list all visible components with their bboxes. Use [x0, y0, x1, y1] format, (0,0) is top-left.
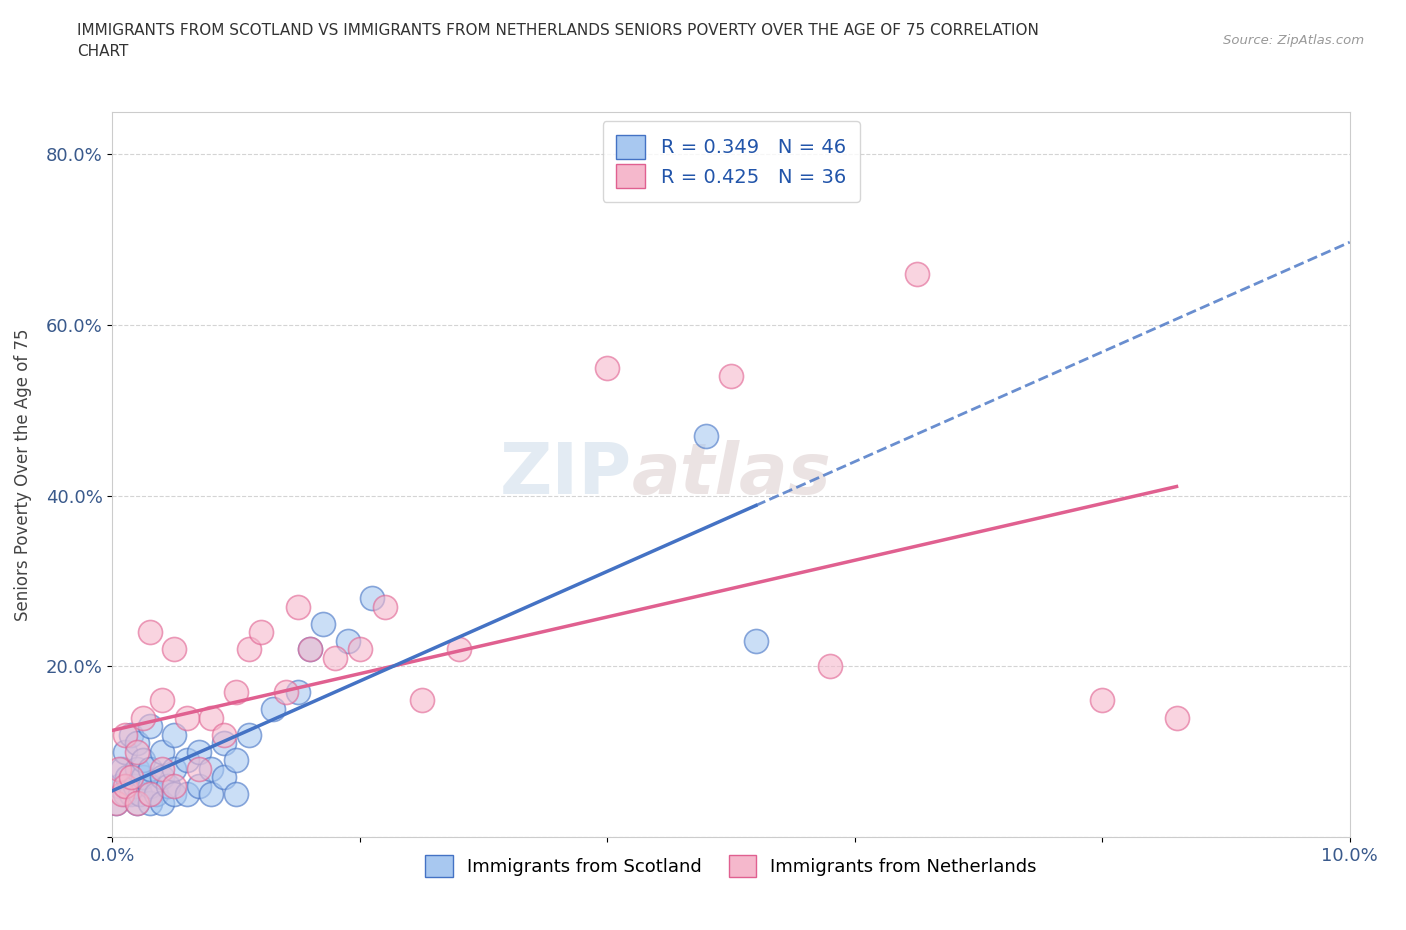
- Point: [127, 744, 149, 759]
- Point: [238, 642, 260, 657]
- Point: [163, 778, 186, 793]
- Point: [107, 778, 129, 793]
- Point: [312, 617, 335, 631]
- Point: [225, 752, 247, 767]
- Point: [212, 770, 235, 785]
- Point: [150, 744, 173, 759]
- Point: [336, 633, 359, 648]
- Point: [138, 762, 160, 777]
- Point: [695, 429, 717, 444]
- Point: [145, 787, 167, 802]
- Point: [138, 795, 160, 810]
- Point: [745, 633, 768, 648]
- Point: [163, 762, 186, 777]
- Point: [225, 684, 247, 699]
- Point: [124, 778, 146, 793]
- Point: [250, 625, 273, 640]
- Point: [176, 787, 198, 802]
- Point: [138, 625, 160, 640]
- Point: [127, 736, 149, 751]
- Point: [138, 778, 160, 793]
- Point: [212, 727, 235, 742]
- Point: [114, 787, 136, 802]
- Point: [349, 642, 371, 657]
- Point: [138, 787, 160, 802]
- Point: [132, 752, 155, 767]
- Point: [132, 770, 155, 785]
- Point: [274, 684, 297, 699]
- Y-axis label: Seniors Poverty Over the Age of 75: Seniors Poverty Over the Age of 75: [14, 328, 32, 620]
- Point: [225, 787, 247, 802]
- Point: [163, 787, 186, 802]
- Point: [287, 599, 309, 614]
- Point: [905, 266, 928, 281]
- Point: [111, 787, 134, 802]
- Point: [127, 795, 149, 810]
- Point: [163, 727, 186, 742]
- Point: [200, 711, 222, 725]
- Point: [299, 642, 322, 657]
- Point: [150, 762, 173, 777]
- Point: [287, 684, 309, 699]
- Point: [114, 744, 136, 759]
- Legend: Immigrants from Scotland, Immigrants from Netherlands: Immigrants from Scotland, Immigrants fro…: [416, 846, 1046, 886]
- Point: [150, 795, 173, 810]
- Point: [212, 736, 235, 751]
- Point: [188, 762, 211, 777]
- Point: [150, 770, 173, 785]
- Text: atlas: atlas: [633, 440, 832, 509]
- Point: [114, 727, 136, 742]
- Point: [120, 770, 142, 785]
- Text: ZIP: ZIP: [501, 440, 633, 509]
- Point: [120, 727, 142, 742]
- Point: [374, 599, 396, 614]
- Point: [120, 787, 142, 802]
- Point: [163, 642, 186, 657]
- Point: [127, 762, 149, 777]
- Point: [818, 658, 841, 673]
- Point: [138, 719, 160, 734]
- Point: [150, 693, 173, 708]
- Point: [1091, 693, 1114, 708]
- Point: [176, 711, 198, 725]
- Point: [1166, 711, 1188, 725]
- Point: [200, 762, 222, 777]
- Point: [105, 795, 128, 810]
- Point: [132, 711, 155, 725]
- Point: [323, 650, 346, 665]
- Point: [105, 795, 128, 810]
- Point: [111, 762, 134, 777]
- Point: [188, 744, 211, 759]
- Point: [127, 795, 149, 810]
- Point: [262, 701, 284, 716]
- Point: [447, 642, 470, 657]
- Point: [107, 762, 129, 777]
- Point: [411, 693, 433, 708]
- Point: [361, 591, 384, 605]
- Point: [176, 752, 198, 767]
- Point: [596, 360, 619, 375]
- Point: [117, 770, 139, 785]
- Point: [128, 787, 150, 802]
- Point: [720, 368, 742, 383]
- Text: IMMIGRANTS FROM SCOTLAND VS IMMIGRANTS FROM NETHERLANDS SENIORS POVERTY OVER THE: IMMIGRANTS FROM SCOTLAND VS IMMIGRANTS F…: [77, 23, 1039, 60]
- Point: [200, 787, 222, 802]
- Point: [299, 642, 322, 657]
- Point: [157, 778, 180, 793]
- Text: Source: ZipAtlas.com: Source: ZipAtlas.com: [1223, 34, 1364, 47]
- Point: [114, 778, 136, 793]
- Point: [238, 727, 260, 742]
- Point: [188, 778, 211, 793]
